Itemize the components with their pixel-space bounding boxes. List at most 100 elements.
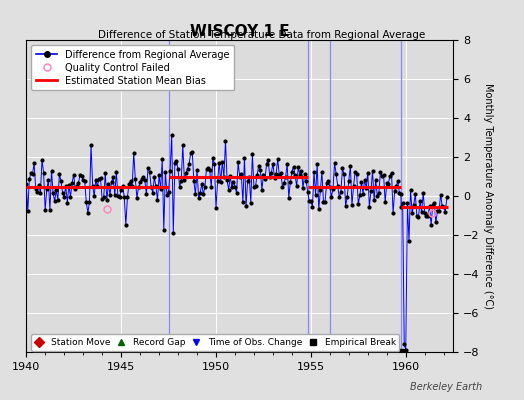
Point bbox=[47, 167, 56, 174]
Point bbox=[111, 192, 119, 198]
Point bbox=[427, 222, 435, 228]
Point bbox=[67, 194, 75, 200]
Point bbox=[169, 230, 178, 236]
Point bbox=[283, 161, 291, 167]
Point bbox=[256, 166, 265, 173]
Point bbox=[134, 184, 143, 190]
Point bbox=[168, 132, 176, 139]
Point bbox=[410, 202, 418, 208]
Point bbox=[81, 178, 89, 184]
Point bbox=[278, 184, 287, 190]
Point bbox=[339, 165, 347, 172]
Point bbox=[346, 163, 355, 169]
Point bbox=[212, 205, 220, 211]
Point bbox=[397, 191, 405, 197]
Point bbox=[147, 183, 155, 190]
Point bbox=[395, 190, 403, 196]
Point bbox=[33, 189, 41, 195]
Point bbox=[79, 177, 88, 183]
Point bbox=[441, 208, 450, 215]
Point bbox=[90, 193, 99, 199]
Point bbox=[216, 179, 225, 185]
Point bbox=[302, 178, 310, 184]
Point bbox=[266, 174, 274, 180]
Point bbox=[213, 178, 222, 184]
Point bbox=[264, 157, 272, 164]
Point bbox=[239, 199, 247, 206]
Point bbox=[389, 210, 397, 216]
Point bbox=[179, 142, 187, 148]
Point bbox=[433, 208, 442, 214]
Point bbox=[386, 172, 394, 179]
Point bbox=[180, 176, 189, 183]
Point bbox=[93, 183, 102, 189]
Point bbox=[372, 176, 380, 183]
Point bbox=[70, 172, 78, 178]
Point bbox=[375, 190, 383, 196]
Point bbox=[221, 137, 230, 144]
Point bbox=[288, 168, 296, 175]
Point bbox=[85, 199, 94, 205]
Point bbox=[316, 187, 324, 193]
Point bbox=[307, 198, 315, 205]
Point bbox=[292, 183, 301, 190]
Point bbox=[286, 179, 294, 186]
Point bbox=[318, 169, 326, 175]
Point bbox=[218, 158, 226, 165]
Point bbox=[140, 177, 149, 183]
Point bbox=[58, 190, 67, 196]
Point bbox=[117, 187, 125, 193]
Point bbox=[438, 203, 446, 209]
Point bbox=[248, 151, 257, 157]
Point bbox=[370, 197, 378, 204]
Point bbox=[241, 154, 249, 161]
Point bbox=[95, 176, 103, 182]
Point bbox=[343, 194, 352, 200]
Point bbox=[204, 165, 212, 172]
Text: Difference of Station Temperature Data from Regional Average: Difference of Station Temperature Data f… bbox=[99, 30, 425, 40]
Point bbox=[269, 160, 277, 167]
Point bbox=[187, 150, 195, 156]
Point bbox=[422, 212, 431, 219]
Point bbox=[387, 169, 396, 176]
Point bbox=[215, 159, 223, 166]
Point bbox=[78, 173, 86, 180]
Point bbox=[36, 190, 45, 196]
Point bbox=[289, 163, 298, 170]
Point bbox=[224, 186, 233, 193]
Point bbox=[414, 214, 423, 221]
Point bbox=[294, 164, 302, 171]
Point bbox=[154, 197, 162, 204]
Point bbox=[390, 188, 399, 194]
Point bbox=[348, 202, 356, 208]
Point bbox=[53, 196, 62, 203]
Point bbox=[128, 183, 136, 189]
Point bbox=[74, 180, 83, 187]
Point bbox=[394, 178, 402, 184]
Point bbox=[155, 172, 163, 178]
Point bbox=[199, 191, 208, 198]
Point bbox=[42, 186, 51, 192]
Point bbox=[183, 166, 192, 172]
Point bbox=[321, 198, 329, 205]
Point bbox=[227, 184, 236, 190]
Point bbox=[55, 171, 63, 177]
Point bbox=[342, 203, 350, 209]
Point bbox=[334, 183, 342, 190]
Point bbox=[280, 180, 288, 187]
Point bbox=[416, 198, 424, 204]
Point bbox=[332, 171, 341, 177]
Point bbox=[46, 206, 54, 213]
Point bbox=[201, 183, 209, 190]
Point bbox=[191, 191, 200, 198]
Point bbox=[310, 169, 318, 175]
Point bbox=[421, 210, 429, 216]
Point bbox=[64, 182, 73, 188]
Point bbox=[209, 155, 217, 162]
Point bbox=[60, 194, 68, 201]
Point bbox=[131, 176, 139, 183]
Point bbox=[231, 184, 239, 190]
Point bbox=[112, 169, 121, 176]
Point bbox=[408, 210, 417, 216]
Point bbox=[277, 170, 285, 176]
